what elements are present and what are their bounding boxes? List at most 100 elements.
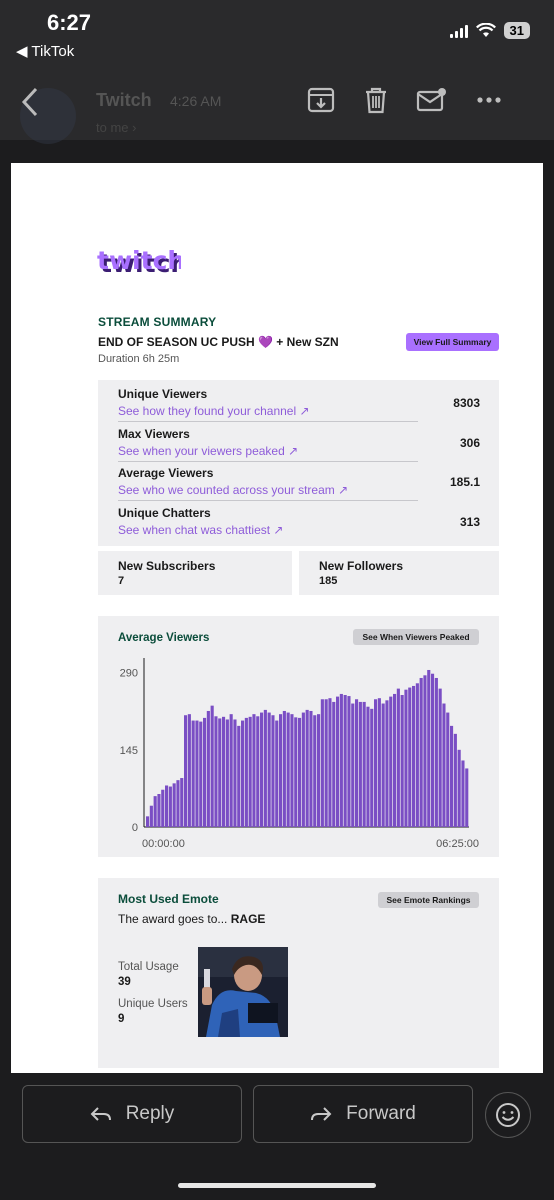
view-full-summary-button[interactable]: View Full Summary — [406, 333, 499, 351]
chart-bar — [180, 778, 184, 827]
chart-bar — [396, 688, 400, 827]
chart-bar — [434, 677, 438, 827]
see-when-viewers-peaked-button[interactable]: See When Viewers Peaked — [353, 629, 479, 645]
most-used-emote-panel: Most Used Emote See Emote Rankings The a… — [98, 878, 499, 1068]
reply-button[interactable]: Reply — [22, 1085, 242, 1143]
chart-bar — [168, 786, 172, 827]
new-subscribers-box: New Subscribers 7 — [98, 551, 292, 595]
chart-bar — [332, 701, 336, 827]
divider — [118, 500, 418, 501]
chart-bar — [419, 677, 423, 827]
battery-indicator: 31 — [503, 22, 530, 39]
back-to-app-link[interactable]: ◀ TikTok — [16, 43, 75, 60]
chart-bar — [199, 721, 203, 827]
chart-bar — [336, 696, 340, 827]
chart-bar — [400, 695, 404, 827]
chart-bar — [374, 699, 378, 827]
received-time: 4:26 AM — [170, 93, 222, 109]
chart-bar — [191, 720, 195, 827]
chart-bar — [450, 725, 454, 827]
wifi-icon — [475, 23, 496, 37]
mark-unread-icon[interactable] — [416, 86, 448, 114]
average-viewers-chart-panel: Average Viewers See When Viewers Peaked … — [98, 616, 499, 857]
more-options-icon[interactable] — [474, 86, 504, 114]
award-line: The award goes to... RAGE — [118, 912, 265, 926]
chart-bar — [465, 768, 469, 827]
twitch-logo: twitch twitch — [97, 248, 181, 278]
stat-row-max-viewers: Max Viewers See when your viewers peaked… — [118, 423, 480, 462]
chart-bar — [153, 796, 157, 827]
chart-bar — [195, 720, 199, 827]
chart-bar — [362, 701, 366, 827]
mail-header: Twitch 4:26 AM to me › — [0, 68, 554, 144]
chart-bar — [237, 725, 241, 827]
chart-bar — [229, 714, 233, 827]
emoji-reaction-button[interactable] — [485, 1092, 531, 1138]
chart-bar — [206, 710, 210, 827]
chart-bar — [446, 712, 450, 827]
chart-bar — [381, 703, 385, 827]
chart-bar — [408, 687, 412, 827]
chart-bar — [385, 700, 389, 827]
chart-bar — [256, 716, 260, 827]
stats-panel: Unique Viewers See how they found your c… — [98, 380, 499, 546]
reply-arrow-icon — [90, 1107, 111, 1121]
new-followers-value: 185 — [319, 575, 338, 587]
chart-bar — [355, 699, 359, 827]
see-emote-rankings-button[interactable]: See Emote Rankings — [378, 892, 479, 908]
forward-arrow-icon — [311, 1107, 332, 1121]
chart-bar — [328, 698, 332, 827]
chart-bar — [389, 696, 393, 827]
signal-icon — [449, 24, 468, 38]
stream-title: END OF SEASON UC PUSH 💜 + New SZN — [98, 335, 339, 349]
chart-bar — [282, 710, 286, 827]
divider — [118, 461, 418, 462]
stat-name: Unique Chatters — [118, 506, 211, 520]
svg-text:twitch: twitch — [100, 249, 181, 278]
new-followers-label: New Followers — [319, 559, 404, 573]
chart-bar — [184, 715, 188, 827]
stat-value: 185.1 — [449, 475, 480, 489]
chart-bar — [343, 695, 347, 827]
trash-icon[interactable] — [362, 86, 390, 114]
total-usage-value: 39 — [118, 976, 131, 988]
chart-bar — [290, 714, 294, 827]
chart-bar — [339, 693, 343, 827]
chart-bar — [309, 710, 313, 827]
chart-bar — [225, 719, 229, 827]
status-time: 6:27 — [47, 10, 92, 35]
chart-bar — [431, 673, 435, 827]
y-tick-label: 290 — [120, 668, 138, 680]
stat-link[interactable]: See when your viewers peaked ↗ — [118, 444, 299, 458]
svg-text:twitch: twitch — [97, 248, 181, 275]
chart-bar — [241, 720, 245, 827]
recipient-line[interactable]: to me › — [96, 120, 137, 135]
chart-bar — [415, 683, 419, 827]
header-actions — [306, 86, 504, 114]
chart-bar — [427, 669, 431, 827]
chart-bar — [275, 720, 279, 827]
stat-link[interactable]: See how they found your channel ↗ — [118, 404, 310, 418]
x-tick-label-end: 06:25:00 — [436, 838, 479, 850]
chart-bar — [377, 698, 381, 827]
forward-button[interactable]: Forward — [253, 1085, 473, 1143]
emote-image — [198, 947, 288, 1037]
stream-duration: Duration 6h 25m — [98, 353, 180, 365]
stat-row-unique-viewers: Unique Viewers See how they found your c… — [118, 383, 480, 422]
stat-link[interactable]: See who we counted across your stream ↗ — [118, 483, 349, 497]
chart-bar — [317, 714, 321, 827]
chart-bar — [351, 703, 355, 827]
forward-label: Forward — [346, 1103, 416, 1124]
sender-name: Twitch — [96, 90, 152, 110]
chart-bar — [442, 703, 446, 827]
chart-bar — [233, 719, 237, 827]
chart-bar — [149, 805, 153, 827]
chart-bar — [172, 783, 176, 827]
emote-title: Most Used Emote — [118, 892, 219, 906]
chart-bar — [347, 696, 351, 827]
stat-link[interactable]: See when chat was chattiest ↗ — [118, 523, 284, 537]
back-chevron-icon[interactable] — [20, 86, 40, 126]
archive-icon[interactable] — [306, 86, 336, 114]
chart-bar — [279, 714, 283, 827]
chart-bar — [305, 709, 309, 827]
